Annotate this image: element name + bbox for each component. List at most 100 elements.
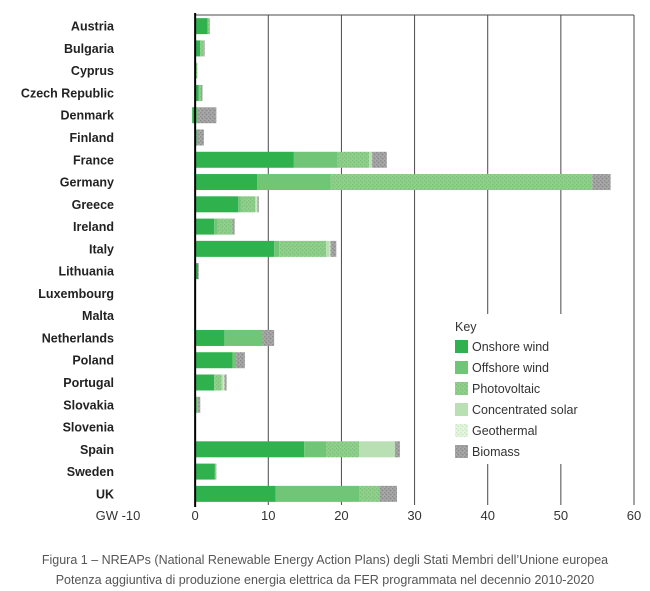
- bar-greece-photovoltaic: [240, 196, 256, 213]
- bar-greece-biomass: [257, 196, 259, 213]
- category-label-sweden: Sweden: [67, 465, 114, 479]
- bar-greece-geothermal: [256, 196, 258, 213]
- bar-spain-offshore-wind: [304, 441, 327, 458]
- legend-swatch-concentrated-solar: [455, 403, 468, 416]
- bar-spain-onshore-wind: [195, 441, 305, 458]
- bar-spain-photovoltaic: [326, 441, 359, 458]
- legend-label-biomass: Biomass: [472, 445, 520, 459]
- category-label-uk: UK: [96, 487, 114, 501]
- category-label-poland: Poland: [72, 354, 114, 368]
- legend-swatch-biomass: [455, 445, 468, 458]
- bar-denmark-offshore-wind: [195, 107, 199, 124]
- bar-spain-biomass: [394, 441, 400, 458]
- category-label-france: France: [73, 153, 114, 167]
- bar-france-biomass: [372, 151, 387, 168]
- bar-portugal-onshore-wind: [195, 374, 215, 391]
- legend-swatch-geothermal: [455, 424, 468, 437]
- category-label-cyprus: Cyprus: [71, 64, 114, 78]
- bar-france-onshore-wind: [195, 151, 294, 168]
- bar-ireland-biomass: [232, 218, 235, 235]
- category-label-finland: Finland: [70, 131, 114, 145]
- bar-italy-onshore-wind: [195, 240, 275, 257]
- bar-germany-offshore-wind: [257, 174, 331, 191]
- bar-poland-onshore-wind: [195, 352, 233, 369]
- legend-label-geothermal: Geothermal: [472, 424, 537, 438]
- bar-lithuania-onshore-wind: [195, 263, 199, 280]
- bar-portugal-photovoltaic: [214, 374, 222, 391]
- bar-greece-concentrated-solar: [255, 196, 257, 213]
- bar-czech-republic-photovoltaic: [198, 84, 201, 101]
- bar-bulgaria-onshore-wind: [195, 40, 201, 57]
- category-label-germany: Germany: [60, 176, 114, 190]
- legend-label-onshore-wind: Onshore wind: [472, 340, 549, 354]
- legend-swatch-onshore-wind: [455, 340, 468, 353]
- bar-italy-offshore-wind: [274, 240, 280, 257]
- bar-austria-biomass: [209, 18, 210, 35]
- bar-uk-photovoltaic: [359, 485, 380, 502]
- category-label-portugal: Portugal: [63, 376, 114, 390]
- bar-france-concentrated-solar: [369, 151, 373, 168]
- x-tick-label: 10: [261, 508, 275, 523]
- bar-germany-biomass: [592, 174, 611, 191]
- bar-sweden-onshore-wind: [195, 463, 215, 480]
- x-tick-label: 0: [192, 508, 199, 523]
- legend-swatch-offshore-wind: [455, 361, 468, 374]
- bar-poland-biomass: [236, 352, 245, 369]
- category-label-slovenia: Slovenia: [63, 421, 115, 435]
- bar-ireland-photovoltaic: [217, 218, 233, 235]
- bar-lithuania-biomass: [198, 263, 199, 280]
- category-label-malta: Malta: [82, 309, 115, 323]
- bar-slovakia-photovoltaic: [196, 396, 199, 413]
- bar-france-photovoltaic: [337, 151, 370, 168]
- legend-label-photovoltaic: Photovoltaic: [472, 382, 540, 396]
- x-tick-label: 40: [480, 508, 494, 523]
- bar-netherlands-onshore-wind: [195, 329, 225, 346]
- bar-greece-onshore-wind: [195, 196, 239, 213]
- bar-italy-concentrated-solar: [326, 240, 330, 257]
- category-label-lithuania: Lithuania: [58, 265, 115, 279]
- bar-czech-republic-biomass: [200, 84, 203, 101]
- bar-greece-offshore-wind: [238, 196, 241, 213]
- category-label-ireland: Ireland: [73, 220, 114, 234]
- bar-czech-republic-onshore-wind: [195, 84, 199, 101]
- bar-slovakia-biomass: [198, 396, 201, 413]
- bar-portugal-concentrated-solar: [221, 374, 224, 391]
- category-label-bulgaria: Bulgaria: [64, 42, 115, 56]
- bar-italy-photovoltaic: [279, 240, 327, 257]
- bar-spain-concentrated-solar: [358, 441, 395, 458]
- figure-caption-line-2: Potenza aggiuntiva di produzione energia…: [55, 573, 595, 587]
- bar-italy-biomass: [330, 240, 337, 257]
- category-label-netherlands: Netherlands: [42, 331, 114, 345]
- bar-finland-biomass: [196, 129, 204, 146]
- x-tick-label: 50: [554, 508, 568, 523]
- legend-box: [446, 314, 632, 464]
- bar-denmark-onshore-wind: [192, 107, 196, 124]
- x-tick-label: 30: [407, 508, 421, 523]
- bar-austria-photovoltaic: [207, 18, 210, 35]
- bar-uk-biomass: [379, 485, 398, 502]
- category-label-greece: Greece: [72, 198, 114, 212]
- bar-austria-onshore-wind: [195, 18, 208, 35]
- category-label-austria: Austria: [71, 20, 115, 34]
- bar-france-offshore-wind: [293, 151, 338, 168]
- category-label-czech-republic: Czech Republic: [21, 86, 114, 100]
- stacked-bar-chart: Austria Bulgaria Cyprus Czech Republic Denma…: [21, 13, 641, 523]
- bar-ireland-offshore-wind: [214, 218, 218, 235]
- category-label-italy: Italy: [89, 242, 114, 256]
- bar-poland-offshore-wind: [232, 352, 237, 369]
- x-tick-label: 20: [334, 508, 348, 523]
- bar-bulgaria-photovoltaic: [200, 40, 204, 57]
- bar-sweden-photovoltaic: [214, 463, 216, 480]
- x-tick-label: GW -10: [96, 508, 141, 523]
- figure-caption-line-1: Figura 1 – NREAPs (National Renewable En…: [41, 553, 609, 567]
- bar-sweden-biomass: [215, 463, 217, 480]
- legend-label-offshore-wind: Offshore wind: [472, 361, 549, 375]
- legend-title: Key: [455, 320, 477, 334]
- legend-swatch-photovoltaic: [455, 382, 468, 395]
- bar-germany-photovoltaic: [330, 174, 593, 191]
- category-label-luxembourg: Luxembourg: [38, 287, 114, 301]
- bar-netherlands-biomass: [262, 329, 275, 346]
- bar-germany-onshore-wind: [195, 174, 258, 191]
- bar-bulgaria-biomass: [203, 40, 205, 57]
- bar-portugal-geothermal: [223, 374, 225, 391]
